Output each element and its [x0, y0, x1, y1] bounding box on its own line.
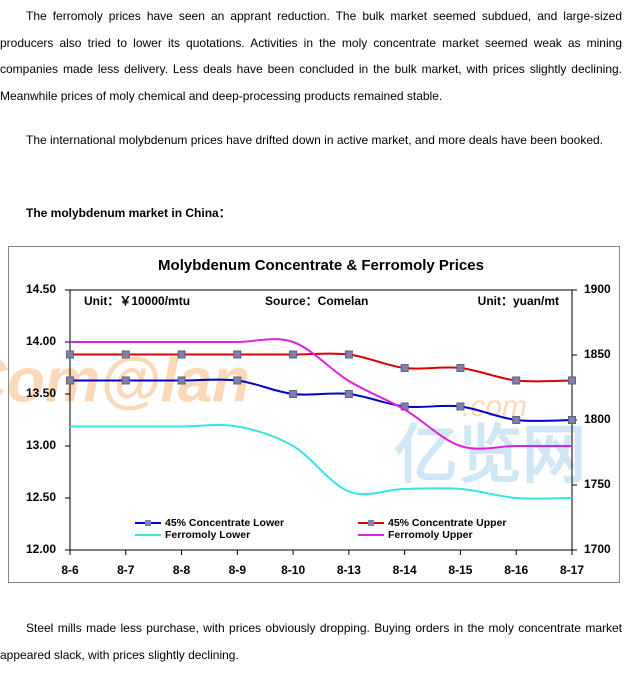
paragraph: Steel mills made less purchase, with pri…	[0, 621, 622, 662]
x-tick-label: 8-9	[229, 563, 247, 577]
x-tick-label: 8-17	[560, 563, 584, 577]
y2-tick-label: 1750	[584, 477, 611, 491]
x-tick-label: 8-16	[504, 563, 528, 577]
paragraph: The international molybdenum prices have…	[26, 133, 604, 147]
heading: The molybdenum market in China：	[26, 206, 231, 220]
point-marker	[568, 376, 576, 385]
annotation: Unit：￥10000/mtu	[84, 294, 190, 308]
point-marker	[456, 364, 465, 372]
point-marker	[344, 390, 353, 398]
x-tick-label: 8-13	[337, 563, 361, 577]
point-marker	[400, 364, 409, 372]
x-tick-label: 8-15	[448, 563, 472, 577]
y-tick-label: 13.50	[26, 386, 56, 400]
y2-tick-label: 1850	[584, 347, 611, 361]
point-marker	[177, 376, 186, 385]
point-marker	[512, 376, 521, 385]
legend-label: Ferromoly Upper	[388, 529, 473, 541]
y-tick-label: 12.00	[26, 542, 56, 556]
series-line	[70, 352, 573, 383]
point-marker	[233, 350, 242, 359]
point-marker	[289, 390, 298, 398]
point-marker	[456, 402, 465, 411]
chart-title: Molybdenum Concentrate & Ferromoly Price…	[158, 257, 484, 274]
x-tick-label: 8-10	[281, 563, 305, 577]
legend-label: 45% Concentrate Upper	[388, 517, 506, 529]
annotation: Source：Comelan	[265, 294, 368, 308]
point-marker	[512, 416, 521, 424]
point-marker	[121, 350, 130, 359]
x-tick-label: 8-14	[393, 563, 417, 577]
x-tick-label: 8-7	[117, 563, 135, 577]
annotation: Unit：yuan/mt	[478, 294, 559, 308]
y2-tick-label: 1900	[584, 282, 611, 296]
point-marker	[289, 350, 298, 359]
point-marker	[233, 376, 242, 385]
y-tick-label: 13.00	[26, 438, 56, 452]
legend-marker	[368, 520, 374, 526]
y-tick-label: 14.50	[26, 282, 56, 296]
chart-frame	[8, 246, 620, 583]
y2-tick-label: 1800	[584, 412, 611, 426]
chart: Molybdenum Concentrate & Ferromoly Price…	[0, 246, 620, 583]
point-marker	[568, 416, 576, 424]
x-tick-label: 8-6	[61, 563, 79, 577]
legend-marker	[145, 520, 151, 526]
point-marker	[177, 350, 186, 359]
y-tick-label: 12.50	[26, 490, 56, 504]
legend-label: Ferromoly Lower	[165, 529, 250, 541]
series-line	[69, 338, 572, 450]
paragraph: The ferromoly prices have seen an appran…	[0, 9, 622, 103]
point-marker	[344, 350, 353, 359]
series-line	[70, 378, 573, 422]
watermark: 亿览网	[394, 419, 586, 491]
point-marker	[66, 376, 74, 385]
y2-tick-label: 1700	[584, 542, 611, 556]
y-tick-label: 14.00	[26, 334, 56, 348]
x-tick-label: 8-8	[173, 563, 191, 577]
legend-label: 45% Concentrate Lower	[165, 517, 284, 529]
series-line	[70, 424, 573, 500]
point-marker	[66, 350, 74, 359]
point-marker	[121, 376, 130, 385]
